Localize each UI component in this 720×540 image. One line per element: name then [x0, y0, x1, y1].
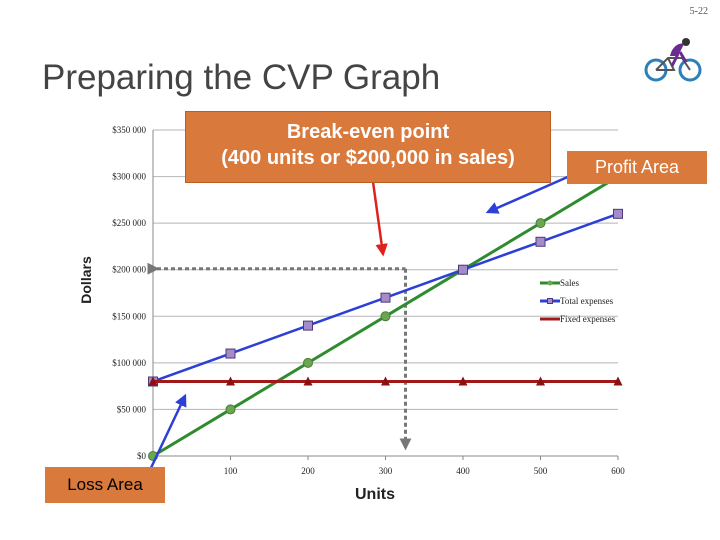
- y-tick-label: $350 000: [112, 125, 146, 135]
- legend-label-2: Fixed expenses: [560, 314, 616, 324]
- break-even-callout: Break-even point (400 units or $200,000 …: [185, 111, 551, 183]
- legend-marker-1: [547, 298, 553, 304]
- total-expenses-point: [225, 348, 236, 359]
- sales-point: [380, 311, 391, 322]
- fixed-expenses-point: [458, 376, 468, 386]
- total-expenses-point: [613, 208, 623, 219]
- slide-title: Preparing the CVP Graph: [42, 58, 441, 97]
- y-tick-label: $200 000: [112, 265, 146, 275]
- series: [148, 171, 623, 461]
- fixed-expenses-point: [381, 376, 390, 386]
- x-tick-label: 100: [224, 466, 238, 476]
- sales-point: [225, 404, 236, 415]
- y-tick-label: $100 000: [112, 358, 146, 368]
- fixed-expenses-point: [536, 376, 545, 386]
- loss-area-callout: Loss Area: [45, 467, 165, 503]
- total-expenses-point: [380, 292, 391, 303]
- fixed-expenses-point: [613, 376, 623, 386]
- break-even-callout-line2: (400 units or $200,000 in sales): [221, 147, 515, 169]
- fixed-expenses-point: [226, 376, 235, 386]
- x-tick-label: 200: [301, 466, 315, 476]
- legend-label-0: Sales: [560, 278, 579, 288]
- x-tick-label: 500: [534, 466, 548, 476]
- y-tick-label: $150 000: [112, 311, 146, 321]
- total-expenses-point: [303, 320, 313, 331]
- sales-point: [303, 357, 313, 368]
- x-axis-title: Units: [355, 486, 395, 503]
- total-expenses-point: [535, 236, 546, 247]
- x-tick-label: 300: [379, 466, 393, 476]
- callout-arrows: [148, 159, 589, 471]
- break-even-guides: [147, 262, 412, 451]
- break-even-callout-line1: Break-even point: [286, 121, 450, 143]
- x-tick-label: 600: [611, 466, 625, 476]
- sales-point: [535, 218, 546, 229]
- total-expenses-point: [458, 264, 468, 275]
- slide-number: 5-22: [689, 6, 708, 17]
- y-tick-label: $50 000: [117, 404, 147, 414]
- axes: $0 $50 000 $100 000 $150 000 $200 000 $250 00…: [112, 125, 625, 476]
- y-tick-label: $300 000: [112, 172, 146, 182]
- loss-area-arrow: [148, 393, 187, 471]
- y-axis-title: Dollars: [78, 256, 94, 304]
- legend-marker-0: [547, 280, 553, 286]
- fixed-expenses-point: [303, 376, 313, 386]
- y-tick-label: $0: [137, 451, 147, 461]
- x-tick-label: 400: [456, 466, 470, 476]
- profit-area-callout: Profit Area: [567, 151, 707, 184]
- fixed-expenses-point: [148, 376, 158, 386]
- cyclist-icon: [644, 38, 702, 82]
- legend-label-1: Total expenses: [560, 296, 614, 306]
- legend: Sales Total expenses Fixed expenses: [540, 278, 616, 324]
- y-tick-label: $250 000: [112, 218, 146, 228]
